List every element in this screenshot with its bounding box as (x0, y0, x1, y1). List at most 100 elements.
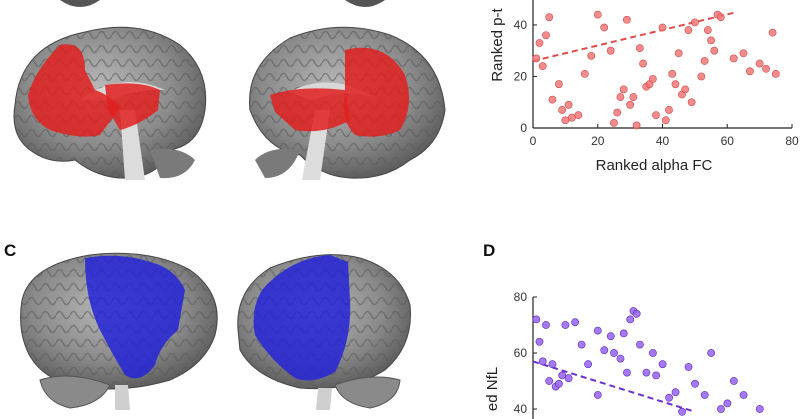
data-point (613, 108, 622, 117)
data-point (632, 121, 641, 130)
brain-lateral-right (237, 254, 411, 410)
brain-medial-right (249, 26, 446, 180)
brain-medial-left (13, 26, 207, 180)
data-point (648, 75, 657, 83)
data-point (623, 368, 631, 377)
data-point (642, 368, 651, 377)
data-point (619, 85, 628, 94)
data-point (571, 318, 580, 327)
data-point (616, 354, 625, 363)
data-point (635, 44, 644, 53)
data-point (542, 31, 550, 40)
blue-highlight-region (85, 255, 185, 379)
x-tick-label: 20 (591, 134, 605, 148)
data-point (577, 340, 586, 349)
red-highlight-region (28, 44, 120, 137)
data-point (600, 23, 609, 32)
data-point (700, 57, 709, 65)
data-point (710, 46, 719, 55)
data-point (648, 349, 657, 357)
y-axis-label: Ranked p-t (489, 7, 506, 81)
data-point (538, 357, 547, 366)
data-point (558, 106, 567, 114)
data-point (548, 95, 557, 104)
data-point (538, 62, 547, 71)
data-point (729, 54, 738, 63)
data-point (626, 100, 635, 109)
y-tick-label: 0 (520, 121, 527, 135)
red-highlight-region (343, 47, 409, 137)
data-point (542, 321, 550, 329)
data-point (771, 69, 780, 78)
data-point (746, 67, 754, 76)
panel-label-c: C (4, 241, 17, 260)
scatter-plot-d: ed NfL 40 60 80 (484, 290, 764, 419)
data-point (622, 15, 631, 24)
x-tick-label: 0 (530, 134, 537, 148)
data-point (717, 405, 725, 413)
data-point (555, 80, 563, 89)
data-point (606, 46, 615, 55)
data-point (674, 49, 683, 58)
data-point (681, 85, 690, 94)
data-point (678, 407, 686, 416)
data-point (768, 28, 777, 37)
data-point (535, 337, 544, 346)
data-point (739, 49, 748, 58)
data-point (762, 64, 770, 73)
brain-lateral-left (20, 252, 218, 410)
y-axis-label: ed NfL (484, 367, 501, 411)
data-point (626, 315, 635, 324)
data-point (700, 391, 709, 399)
data-point (691, 379, 699, 388)
data-point (671, 388, 680, 397)
data-point (703, 26, 712, 34)
data-point (668, 69, 677, 78)
data-point (661, 116, 670, 125)
data-point (658, 23, 667, 32)
data-point (587, 51, 596, 60)
data-point (535, 39, 544, 47)
data-point (707, 349, 716, 357)
blue-highlight-region (253, 255, 351, 381)
data-point (606, 332, 615, 341)
data-point (697, 72, 706, 81)
x-tick-label: 40 (656, 134, 670, 148)
data-point (616, 93, 625, 101)
data-point (739, 391, 748, 399)
data-point (564, 374, 573, 383)
y-tick-label: 40 (514, 402, 528, 416)
red-highlight-region (105, 83, 160, 130)
red-highlight-region (270, 88, 350, 132)
data-point (729, 377, 738, 385)
data-point (707, 36, 715, 45)
data-point (561, 116, 570, 125)
data-point (561, 321, 570, 329)
data-point (652, 371, 661, 380)
data-point (619, 329, 628, 338)
data-point (665, 106, 673, 114)
data-point (665, 393, 673, 402)
data-point (671, 80, 680, 89)
brain-fragment-top-left (60, 0, 100, 7)
x-tick-label: 80 (785, 134, 799, 148)
brain-fragment-top-right (345, 0, 385, 7)
data-point (687, 98, 696, 107)
data-point (593, 391, 602, 399)
data-point (639, 59, 647, 68)
data-point (610, 118, 618, 127)
data-point (658, 360, 667, 369)
data-point (716, 13, 725, 22)
data-point (545, 13, 554, 22)
x-tick-label: 60 (721, 134, 735, 148)
data-point (755, 59, 764, 68)
regression-line (532, 360, 696, 413)
data-point (723, 399, 732, 408)
data-point (652, 111, 660, 120)
data-point (555, 379, 563, 388)
data-point (532, 315, 541, 324)
y-tick-label: 60 (514, 346, 528, 360)
data-point (684, 363, 693, 371)
data-point (564, 100, 573, 109)
